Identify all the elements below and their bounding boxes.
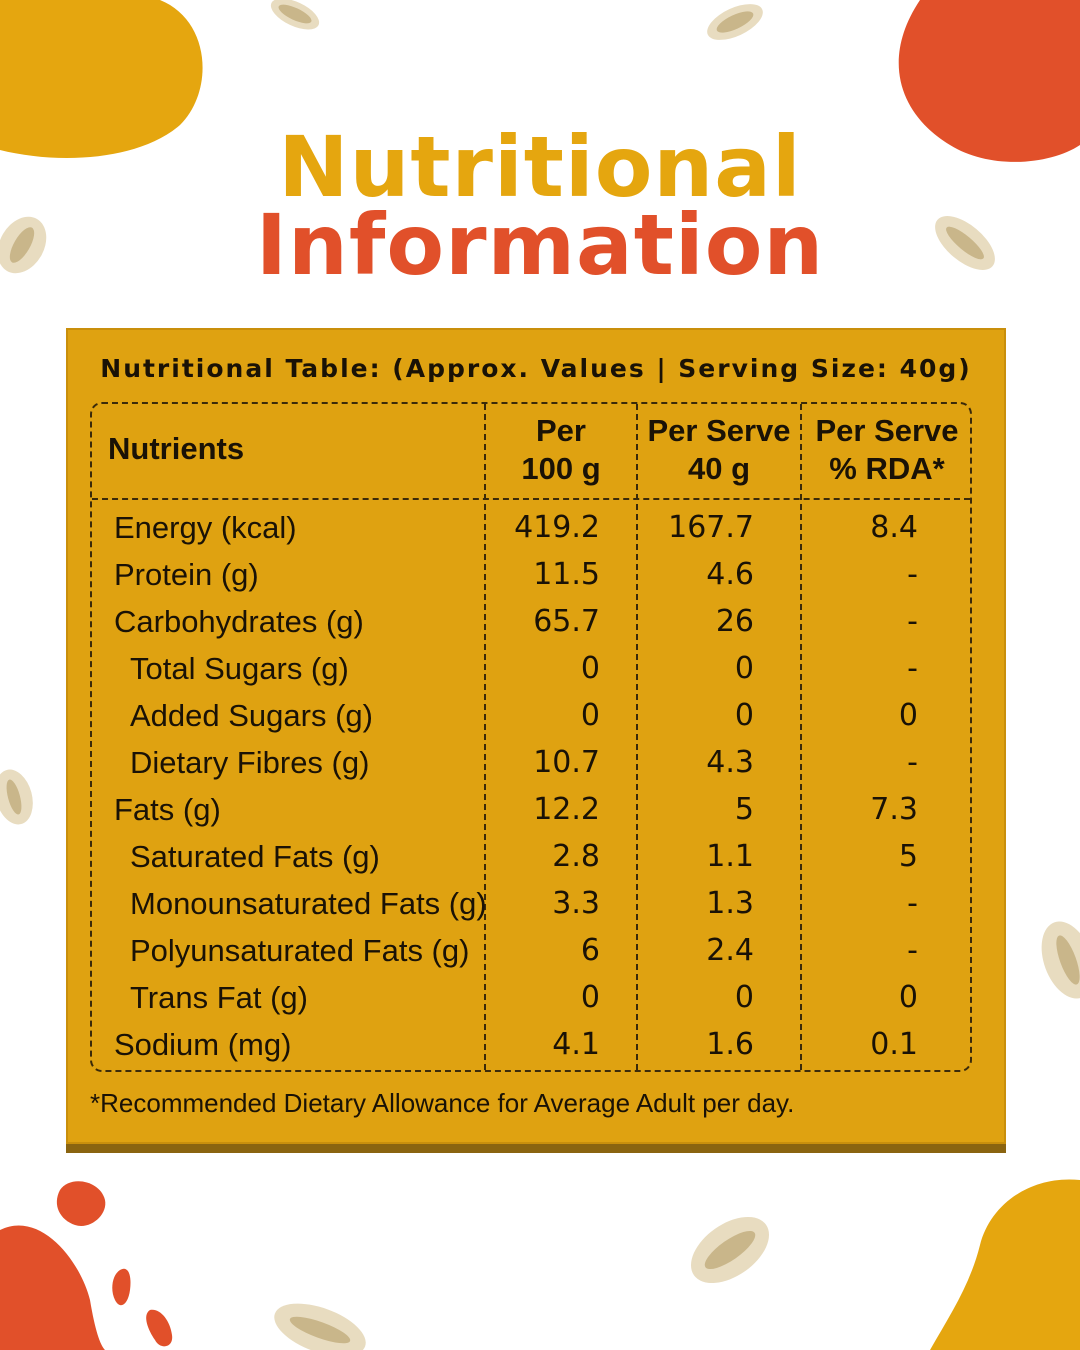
table-row: Sodium (mg) 4.1 1.6 0.1	[92, 1021, 970, 1068]
nutrient-name: Dietary Fibres (g)	[130, 745, 370, 780]
value-rda: 0.1	[870, 1027, 918, 1062]
value-per-serve: 0	[734, 698, 754, 733]
value-per-serve: 26	[715, 604, 754, 639]
nutrient-name: Energy (kcal)	[114, 510, 297, 545]
nutrient-name: Carbohydrates (g)	[114, 604, 364, 639]
table-row: Trans Fat (g) 0 0 0	[92, 974, 970, 1021]
nutrition-panel: Nutritional Table: (Approx. Values | Ser…	[66, 328, 1006, 1153]
oat-flake-icon	[270, 0, 320, 30]
value-rda: -	[907, 604, 918, 639]
value-rda: 0	[898, 698, 918, 733]
column-divider	[800, 404, 802, 1070]
nutrient-name: Saturated Fats (g)	[130, 839, 380, 874]
oat-flake-icon	[690, 1216, 770, 1284]
header-nutrients: Nutrients	[108, 431, 245, 466]
header-rda: Per Serve % RDA*	[802, 412, 972, 488]
value-per-100g: 2.8	[552, 839, 600, 874]
value-per-100g: 4.1	[552, 1027, 600, 1062]
nutrient-name: Fats (g)	[114, 792, 221, 827]
column-divider	[636, 404, 638, 1070]
value-rda: -	[907, 933, 918, 968]
header-divider	[92, 498, 970, 500]
table-row: Polyunsaturated Fats (g) 6 2.4 -	[92, 927, 970, 974]
oat-flake-icon	[1041, 921, 1080, 999]
value-per-100g: 10.7	[533, 745, 600, 780]
value-per-100g: 12.2	[533, 792, 600, 827]
value-per-serve: 2.4	[706, 933, 754, 968]
table-row: Dietary Fibres (g) 10.7 4.3 -	[92, 739, 970, 786]
table-row: Protein (g) 11.5 4.6 -	[92, 551, 970, 598]
oat-flake-icon	[707, 4, 763, 40]
nutrient-name: Trans Fat (g)	[130, 980, 308, 1015]
table-row: Added Sugars (g) 0 0 0	[92, 692, 970, 739]
header-per-100g-line1: Per	[536, 413, 586, 448]
value-per-serve: 1.3	[706, 886, 754, 921]
oat-flake-icon	[0, 769, 33, 825]
page-title-line1: Nutritional	[278, 118, 802, 216]
nutrition-table: Nutrients Per 100 g Per Serve 40 g Per S…	[90, 402, 972, 1072]
table-row: Fats (g) 12.2 5 7.3	[92, 786, 970, 833]
table-heading: Nutritional Table: (Approx. Values | Ser…	[100, 354, 972, 383]
nutrient-name: Monounsaturated Fats (g)	[130, 886, 487, 921]
table-row: Saturated Fats (g) 2.8 1.1 5	[92, 833, 970, 880]
page-title-line2: Information	[255, 196, 825, 294]
value-rda: -	[907, 557, 918, 592]
value-per-100g: 11.5	[533, 557, 600, 592]
table-row: Carbohydrates (g) 65.7 26 -	[92, 598, 970, 645]
table-row: Total Sugars (g) 0 0 -	[92, 645, 970, 692]
value-per-serve: 5	[734, 792, 754, 827]
value-per-serve: 167.7	[668, 510, 754, 545]
value-rda: 0	[898, 980, 918, 1015]
oat-flake-icon	[935, 216, 995, 270]
value-per-100g: 0	[580, 698, 600, 733]
header-rda-line1: Per Serve	[815, 413, 959, 448]
value-per-100g: 0	[580, 980, 600, 1015]
header-per-100g: Per 100 g	[486, 412, 636, 488]
value-per-100g: 65.7	[533, 604, 600, 639]
value-rda: 5	[898, 839, 918, 874]
value-rda: -	[907, 886, 918, 921]
gold-blob-top-left	[0, 0, 203, 158]
value-per-serve: 0	[734, 651, 754, 686]
header-per-serve-line1: Per Serve	[647, 413, 791, 448]
nutrient-name: Total Sugars (g)	[130, 651, 349, 686]
value-per-serve: 0	[734, 980, 754, 1015]
table-row: Energy (kcal) 419.2 167.7 8.4	[92, 504, 970, 551]
header-per-serve: Per Serve 40 g	[638, 412, 800, 488]
header-per-100g-line2: 100 g	[521, 451, 601, 486]
oat-flake-icon	[0, 216, 47, 274]
oat-flake-icon	[274, 1303, 366, 1350]
value-per-serve: 4.3	[706, 745, 754, 780]
table-row: Monounsaturated Fats (g) 3.3 1.3 -	[92, 880, 970, 927]
value-rda: -	[907, 745, 918, 780]
value-per-serve: 1.6	[706, 1027, 754, 1062]
value-per-serve: 1.1	[706, 839, 754, 874]
nutrient-name: Sodium (mg)	[114, 1027, 292, 1062]
orange-blob-bottom-left	[0, 1181, 173, 1350]
header-rda-line2: % RDA*	[829, 451, 945, 486]
nutrient-name: Polyunsaturated Fats (g)	[130, 933, 470, 968]
nutrient-name: Added Sugars (g)	[130, 698, 373, 733]
rda-footnote: *Recommended Dietary Allowance for Avera…	[90, 1088, 795, 1118]
header-per-serve-line2: 40 g	[687, 451, 751, 486]
value-rda: 7.3	[870, 792, 918, 827]
value-per-100g: 3.3	[552, 886, 600, 921]
value-per-100g: 0	[580, 651, 600, 686]
value-rda: -	[907, 651, 918, 686]
value-per-100g: 419.2	[514, 510, 600, 545]
nutrient-name: Protein (g)	[114, 557, 259, 592]
orange-blob-top-right	[898, 0, 1080, 162]
column-divider	[484, 404, 486, 1070]
gold-blob-bottom-right	[930, 1179, 1080, 1350]
value-rda: 8.4	[870, 510, 918, 545]
value-per-serve: 4.6	[706, 557, 754, 592]
value-per-100g: 6	[580, 933, 600, 968]
